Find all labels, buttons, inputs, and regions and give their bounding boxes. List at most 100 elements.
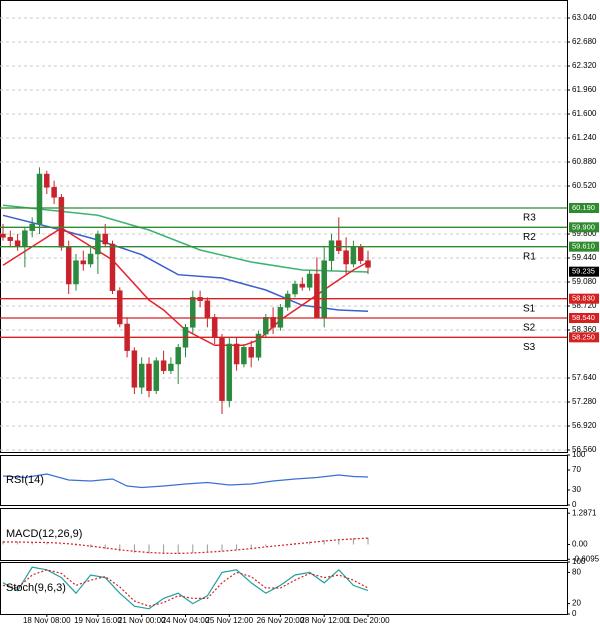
y-tick-label: -0.6095: [572, 554, 600, 563]
level-name: R3: [523, 213, 536, 224]
y-tick-label: 60.520: [572, 181, 597, 190]
y-tick-label: 61.600: [572, 109, 597, 118]
level-box: [569, 241, 599, 252]
candle-body: [255, 333, 262, 358]
panel-frame: [0, 0, 568, 453]
candle-body: [51, 187, 57, 198]
candle-body: [277, 307, 284, 328]
candle-body: [219, 337, 225, 401]
y-tick-label: 30: [572, 485, 581, 494]
candle-body: [343, 250, 349, 265]
candle-body: [365, 260, 371, 268]
candle-body: [248, 347, 254, 358]
x-tick-label: 28 Nov 12:00: [300, 616, 348, 625]
x-tick-label: 24 Nov 04:00: [162, 616, 210, 625]
y-tick-label: 70: [572, 465, 581, 474]
series-line: [3, 537, 369, 555]
y-tick-label: 0: [572, 609, 577, 618]
candle-body: [175, 347, 181, 365]
panel-frame: [0, 562, 568, 615]
y-tick-label: 59.080: [572, 277, 597, 286]
y-tick-label: 56.560: [572, 445, 597, 454]
candle-body: [73, 260, 79, 285]
candle-body: [80, 260, 87, 265]
candle-body: [0, 233, 6, 238]
y-tick-label: 59.800: [572, 229, 597, 238]
candle-body: [314, 273, 320, 318]
candle-body: [153, 360, 160, 391]
y-tick-label: 58.360: [572, 325, 597, 334]
y-tick-label: 61.960: [572, 85, 597, 94]
candle-body: [168, 363, 174, 371]
candle-body: [292, 283, 298, 295]
level-label: 58.250: [572, 332, 595, 341]
level-box: [569, 313, 599, 323]
candle-body: [328, 240, 335, 261]
candle-body: [241, 347, 247, 365]
candle-body: [22, 230, 28, 247]
y-tick-label: 0: [572, 500, 577, 509]
candle-body: [336, 240, 342, 251]
level-name: S2: [523, 323, 536, 334]
candle-body: [95, 233, 101, 255]
candle-body: [44, 173, 50, 188]
x-tick-label: 18 Nov 08:00: [23, 616, 71, 625]
candle-body: [7, 237, 14, 241]
last-price-box: [569, 266, 599, 277]
candle-body: [306, 273, 313, 288]
y-tick-label: 60.880: [572, 157, 597, 166]
y-tick-label: 56.920: [572, 421, 597, 430]
candle-body: [87, 253, 94, 265]
series-line: [2, 566, 369, 610]
y-tick-label: 59.440: [572, 253, 597, 262]
candle-body: [58, 197, 65, 248]
y-tick-label: 100: [572, 450, 586, 459]
y-tick-label: 61.240: [572, 133, 597, 142]
level-box: [569, 332, 599, 343]
last-price-label: 59.235: [572, 267, 595, 276]
candle-body: [350, 247, 357, 265]
candle-body: [211, 317, 218, 338]
y-tick-label: 62.320: [572, 61, 597, 70]
level-box: [569, 222, 599, 233]
candle-body: [321, 260, 327, 318]
candle-body: [117, 290, 123, 325]
y-tick-label: 80: [572, 568, 581, 577]
candle-body: [263, 317, 269, 335]
candle-body: [204, 300, 211, 318]
x-tick-label: 19 Nov 16:00: [74, 616, 122, 625]
candle-body: [65, 247, 72, 285]
candle-body: [146, 363, 152, 391]
candle-body: [14, 240, 21, 247]
y-tick-label: 1.2871: [572, 508, 597, 517]
y-tick-label: 20: [572, 599, 581, 608]
y-tick-label: 62.680: [572, 37, 597, 46]
candle-body: [284, 293, 291, 308]
level-box: [569, 293, 599, 304]
x-tick-label: 21 Nov 00:00: [118, 616, 166, 625]
candle-body: [226, 343, 233, 401]
x-tick-label: 25 Nov 12:00: [205, 616, 253, 625]
y-tick-label: 63.040: [572, 13, 597, 22]
candle-body: [299, 283, 306, 288]
candle-body: [357, 247, 364, 261]
candle-body: [138, 363, 145, 388]
candle-body: [190, 297, 196, 328]
series-line: [2, 569, 369, 607]
candle-body: [109, 243, 116, 291]
candle-body: [160, 360, 167, 371]
level-label: 58.830: [572, 294, 595, 303]
candle-body: [131, 350, 138, 388]
level-name: S3: [523, 342, 536, 353]
panel-frame: [0, 508, 568, 561]
series-line: [2, 473, 369, 489]
series-line: [2, 204, 369, 273]
level-name: R2: [523, 232, 536, 243]
panel-title: MACD(12,26,9): [6, 528, 82, 540]
level-label: 60.190: [572, 203, 595, 212]
y-tick-label: 0.00: [572, 540, 588, 549]
level-label: 59.900: [572, 222, 595, 231]
candle-body: [270, 317, 276, 328]
y-tick-label: 58.720: [572, 301, 597, 310]
